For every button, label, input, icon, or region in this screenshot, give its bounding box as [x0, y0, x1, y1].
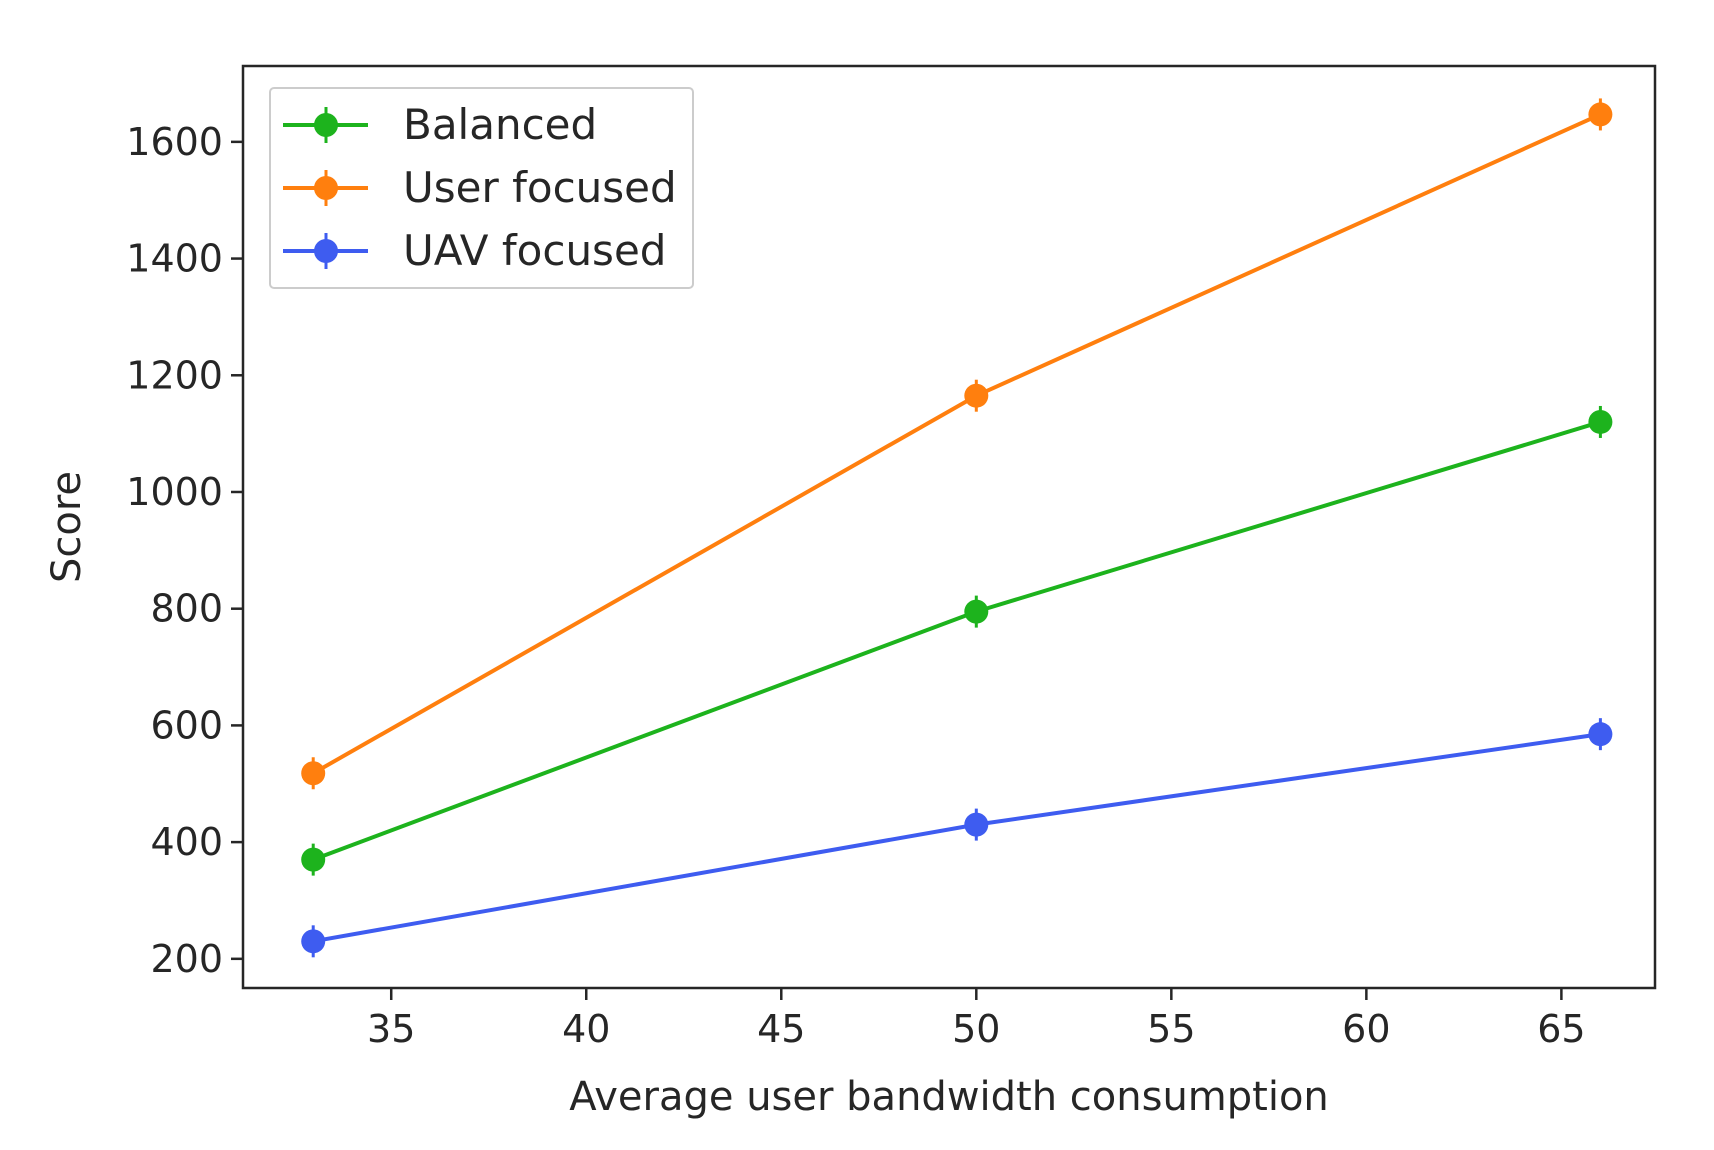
x-tick-label: 55 — [1147, 1007, 1195, 1051]
y-axis-title: Score — [44, 471, 90, 583]
y-tick-label: 1400 — [126, 237, 223, 281]
y-tick-label: 1000 — [126, 470, 223, 514]
plot-frame — [241, 64, 1657, 990]
y-tick-label: 800 — [150, 587, 223, 631]
data-point — [301, 929, 326, 954]
legend-item: Balanced — [283, 100, 597, 149]
data-point — [964, 383, 989, 408]
y-tick-label: 1200 — [126, 353, 223, 397]
x-tick-label: 65 — [1537, 1007, 1585, 1051]
legend-marker — [314, 176, 338, 200]
series-balanced — [301, 405, 1613, 876]
legend: Balanced User focused UAV focused — [269, 87, 694, 289]
x-axis-title: Average user bandwidth consumption — [569, 1074, 1329, 1120]
data-point — [1588, 102, 1613, 127]
legend-item: User focused — [283, 163, 677, 212]
y-tick-label: 1600 — [126, 120, 223, 164]
legend-label: User focused — [403, 163, 677, 212]
series-user-focused — [301, 98, 1613, 790]
legend-marker — [314, 239, 338, 263]
data-point — [964, 812, 989, 837]
x-tick-label: 40 — [562, 1007, 610, 1051]
legend-marker — [314, 113, 338, 137]
axis-ticks: 35 40 45 50 55 60 65 200 400 600 800 1000 1200 1400 16… — [126, 120, 1585, 1051]
legend-box — [269, 87, 694, 289]
legend-label: Balanced — [403, 100, 597, 149]
x-tick-label: 50 — [952, 1007, 1000, 1051]
y-tick-label: 600 — [150, 703, 223, 747]
y-tick-label: 200 — [150, 937, 223, 981]
y-tick-label: 400 — [150, 820, 223, 864]
x-tick-label: 60 — [1342, 1007, 1390, 1051]
x-tick-label: 45 — [757, 1007, 805, 1051]
data-point — [301, 847, 326, 872]
legend-item: UAV focused — [283, 226, 666, 275]
series-uav-focused — [301, 718, 1613, 958]
data-point — [1588, 409, 1613, 434]
x-tick-label: 35 — [367, 1007, 415, 1051]
data-point — [301, 761, 326, 786]
data-point — [964, 599, 989, 624]
data-point — [1588, 722, 1613, 747]
series-layer — [301, 98, 1613, 958]
legend-label: UAV focused — [403, 226, 666, 275]
